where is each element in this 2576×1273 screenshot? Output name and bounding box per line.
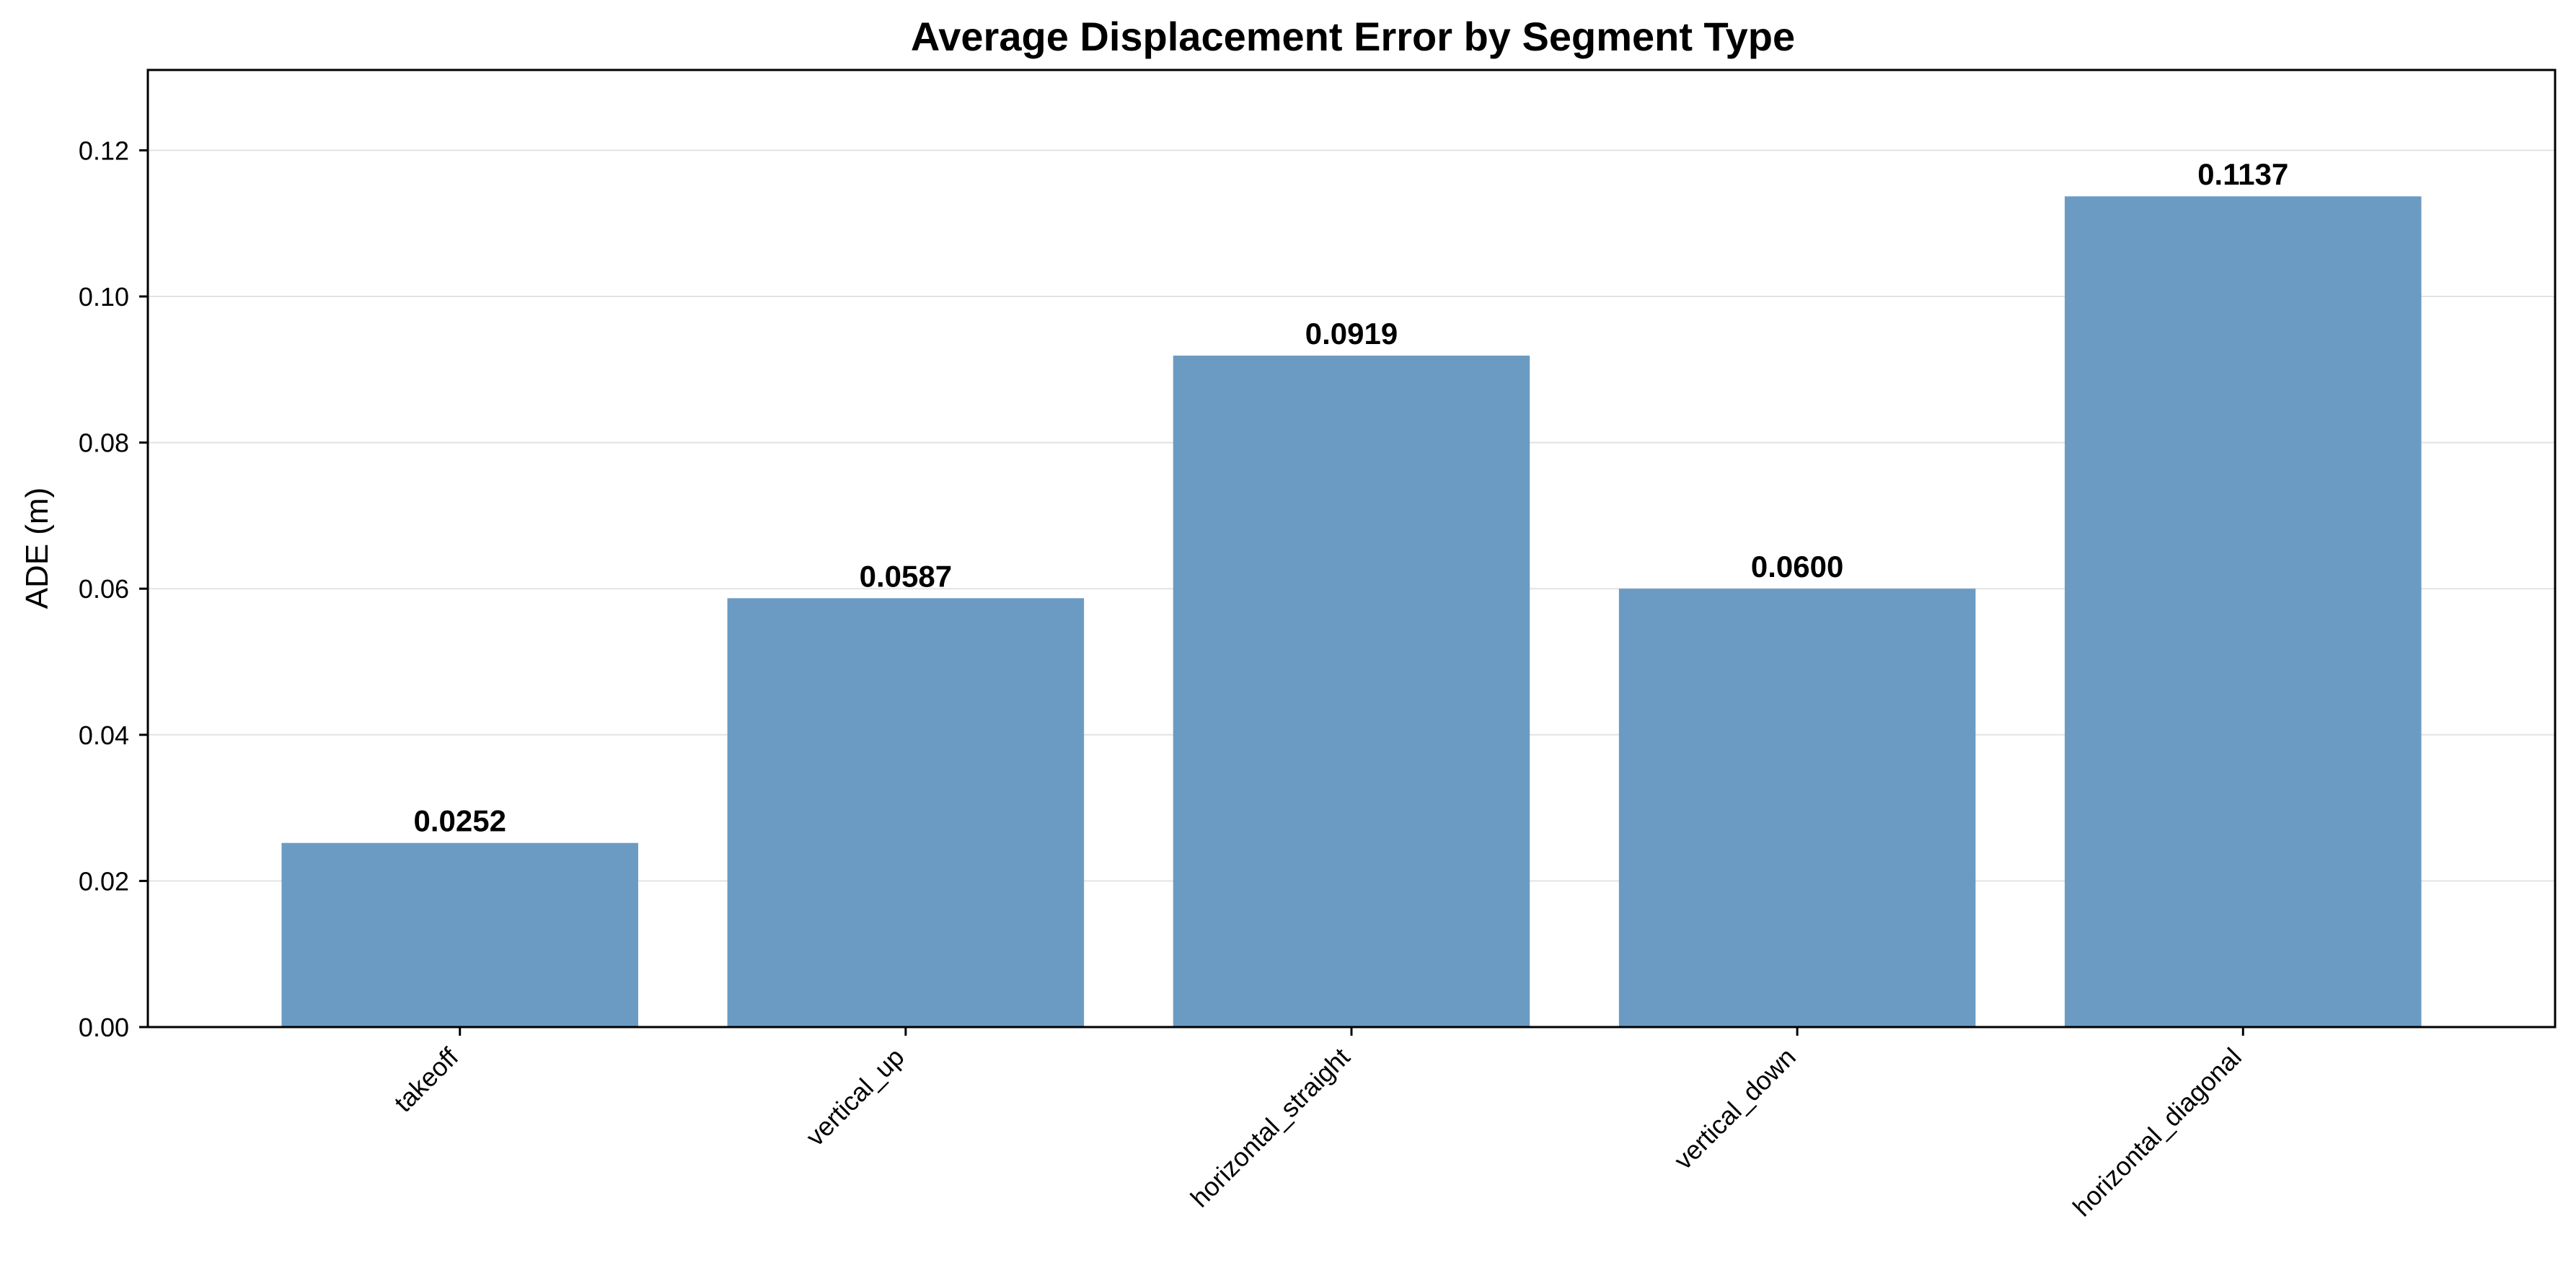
plot-frame bbox=[146, 69, 2557, 1028]
value-label-vertical-down: 0.0600 bbox=[1751, 550, 1843, 583]
chart-title: Average Displacement Error by Segment Ty… bbox=[911, 14, 1795, 59]
value-label-horizontal-diagonal: 0.1137 bbox=[2197, 157, 2288, 191]
value-labels: 0.0252 0.0587 0.0919 0.0600 0.1137 bbox=[413, 157, 2288, 837]
x-tick-label-vertical-down: vertical_down bbox=[1668, 1042, 1801, 1176]
y-tick-label: 0.06 bbox=[79, 574, 129, 604]
bar-vertical-down bbox=[1618, 589, 1976, 1027]
value-label-horizontal-straight: 0.0919 bbox=[1305, 317, 1398, 351]
bar-horizontal-straight bbox=[1173, 356, 1530, 1027]
bar-takeoff bbox=[281, 842, 638, 1027]
y-tick-label: 0.10 bbox=[79, 282, 129, 312]
bars bbox=[281, 196, 2422, 1028]
x-tick-label-takeoff: takeoff bbox=[388, 1041, 464, 1118]
bar-vertical-up bbox=[727, 598, 1085, 1027]
y-tick-label: 0.00 bbox=[79, 1013, 129, 1042]
x-tick-label-horizontal-diagonal: horizontal_diagonal bbox=[2067, 1042, 2247, 1223]
value-label-vertical-up: 0.0587 bbox=[860, 559, 952, 593]
x-axis: takeoff vertical_up horizontal_straight ver… bbox=[388, 1027, 2247, 1222]
x-tick-label-vertical-up: vertical_up bbox=[800, 1042, 909, 1152]
y-axis: 0.00 0.02 0.04 0.06 0.08 0.10 0.12 bbox=[79, 136, 148, 1042]
y-tick-label: 0.12 bbox=[79, 136, 129, 165]
value-label-takeoff: 0.0252 bbox=[413, 804, 506, 838]
y-tick-label: 0.04 bbox=[79, 721, 129, 750]
y-tick-label: 0.02 bbox=[79, 866, 129, 896]
x-tick-label-horizontal-straight: horizontal_straight bbox=[1185, 1042, 1356, 1213]
bar-horizontal-diagonal bbox=[2065, 196, 2422, 1028]
y-axis-label: ADE (m) bbox=[19, 488, 55, 609]
y-tick-label: 0.08 bbox=[79, 428, 129, 458]
